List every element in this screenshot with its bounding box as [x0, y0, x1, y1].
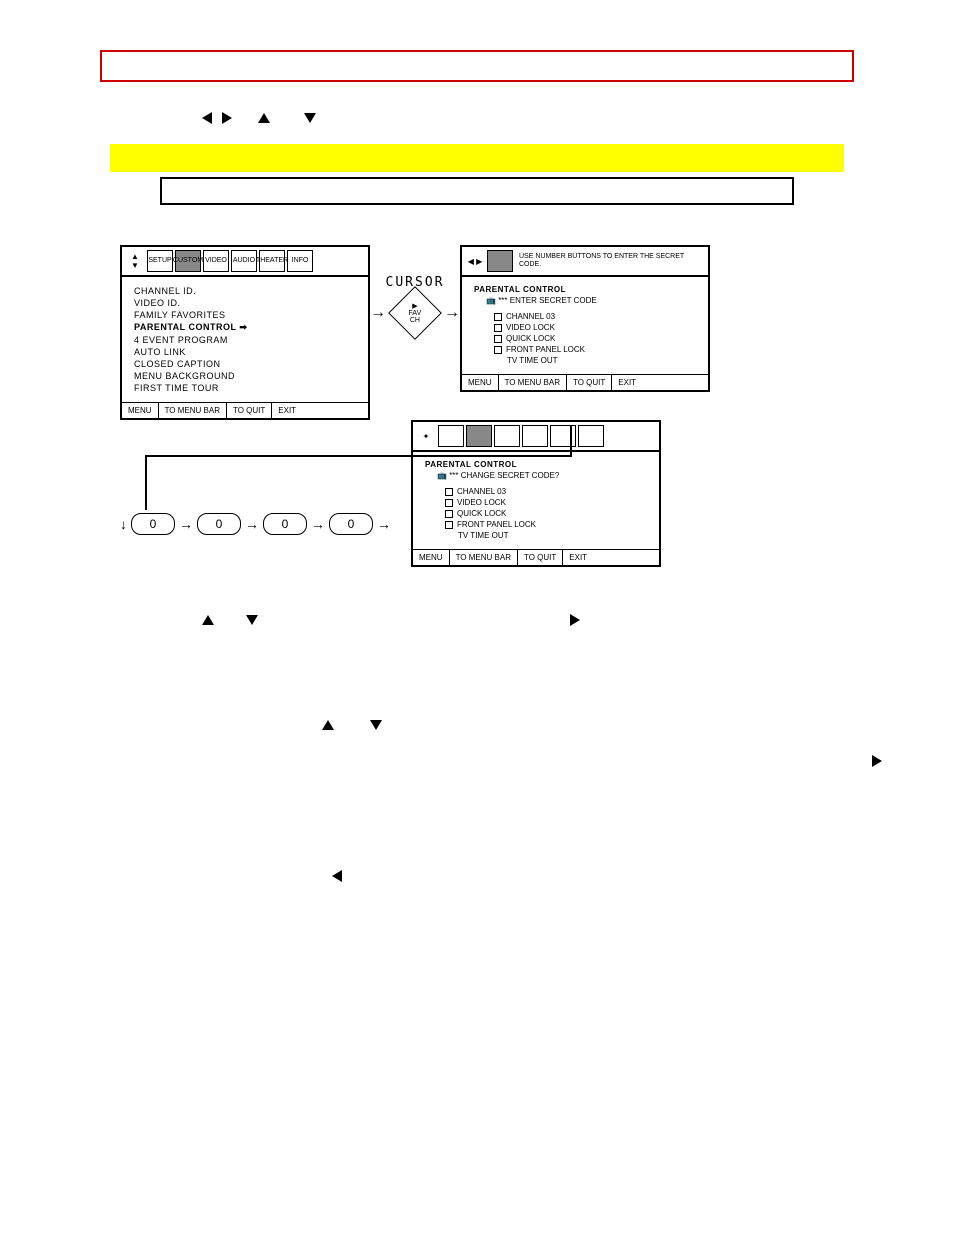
list-item: TV TIME OUT	[445, 530, 647, 541]
list-item: QUICK LOCK	[494, 333, 696, 344]
yellow-highlight-box	[110, 144, 844, 172]
list-item: VIDEO LOCK	[445, 497, 647, 508]
list-item: CHANNEL 03	[494, 311, 696, 322]
setup-tab-icon: SETUP	[147, 250, 173, 272]
footer-label: TO QUIT	[567, 375, 612, 390]
cursor-diamond-icon: ▶FAVCH	[388, 286, 442, 340]
arrow-right-icon: →	[311, 516, 325, 532]
black-outlined-box	[160, 177, 794, 205]
triangle-right-icon	[222, 112, 232, 124]
triangle-down-icon	[370, 720, 382, 730]
menu-item: VIDEO ID.	[134, 297, 356, 309]
diagram-row-1: ▲▼ SETUP CUSTOM VIDEO AUDIO THEATER INFO…	[120, 245, 834, 420]
triangle-left-icon	[202, 112, 212, 124]
icon-bar: ▲▼ SETUP CUSTOM VIDEO AUDIO THEATER INFO	[122, 247, 368, 277]
red-outlined-box	[100, 50, 854, 82]
triangle-up-icon	[322, 720, 334, 730]
footer-label: EXIT	[272, 403, 302, 418]
triangle-right-icon	[872, 755, 882, 767]
digit-pill: 0	[131, 513, 175, 535]
arrow-right-icon: →	[245, 516, 259, 532]
text-block	[200, 607, 854, 632]
list-item: CHANNEL 03	[445, 486, 647, 497]
triangle-down-icon	[246, 615, 258, 625]
menu-item: AUTO LINK	[134, 346, 356, 358]
list-item: FRONT PANEL LOCK	[494, 344, 696, 355]
footer-label: MENU	[413, 550, 450, 565]
tv-screen-enter-code: ◀ ▶ USE NUMBER BUTTONS TO ENTER THE SECR…	[460, 245, 710, 392]
triangle-left-icon	[332, 870, 342, 882]
screen-footer: MENU TO MENU BAR TO QUIT EXIT	[413, 549, 659, 565]
footer-label: EXIT	[563, 550, 593, 565]
screen-footer: MENU TO MENU BAR TO QUIT EXIT	[122, 402, 368, 418]
footer-label: TO QUIT	[227, 403, 272, 418]
footer-label: MENU	[122, 403, 159, 418]
digit-pill: 0	[263, 513, 307, 535]
screen-subtitle: 📺 *** ENTER SECRET CODE	[486, 296, 696, 305]
screen-title: PARENTAL CONTROL	[474, 285, 696, 294]
triangle-up-icon	[202, 615, 214, 625]
theater-tab-icon: THEATER	[259, 250, 285, 272]
cursor-indicator: CURSOR → ▶FAVCH →	[380, 275, 450, 332]
triangle-up-icon	[258, 113, 270, 123]
arrow-right-icon: →	[377, 516, 391, 532]
audio-tab-icon: AUDIO	[231, 250, 257, 272]
nav-arrows-icon: ◀ ▶	[465, 257, 485, 266]
footer-label: MENU	[462, 375, 499, 390]
menu-item: FAMILY FAVORITES	[134, 309, 356, 321]
icon-bar: ◀ ▶ USE NUMBER BUTTONS TO ENTER THE SECR…	[462, 247, 708, 277]
video-tab-icon: VIDEO	[203, 250, 229, 272]
text-block-2	[200, 712, 854, 772]
list-item: VIDEO LOCK	[494, 322, 696, 333]
footer-label: EXIT	[612, 375, 642, 390]
nav-arrows-icon: ▲▼	[125, 252, 145, 270]
menu-item: CLOSED CAPTION	[134, 358, 356, 370]
menu-item-selected: PARENTAL CONTROL ➡	[134, 321, 356, 334]
screen-body: PARENTAL CONTROL 📺 *** ENTER SECRET CODE…	[462, 277, 708, 374]
diagram-row-2: ↓ 0 → 0 → 0 → 0 → ✦ PARENTAL CONTROL 📺 *…	[120, 480, 834, 567]
footer-label: TO MENU BAR	[450, 550, 518, 565]
text-block-3	[200, 863, 854, 888]
arrow-right-icon: →	[179, 516, 193, 532]
digit-pill: 0	[329, 513, 373, 535]
instruction-line	[200, 112, 854, 124]
menu-item: 4 EVENT PROGRAM	[134, 334, 356, 346]
triangle-right-icon	[570, 614, 580, 626]
info-tab-icon: INFO	[287, 250, 313, 272]
diagram: ▲▼ SETUP CUSTOM VIDEO AUDIO THEATER INFO…	[120, 245, 834, 567]
digit-pill: 0	[197, 513, 241, 535]
footer-label: TO QUIT	[518, 550, 563, 565]
footer-label: TO MENU BAR	[499, 375, 567, 390]
list-item: QUICK LOCK	[445, 508, 647, 519]
custom-tab-icon	[487, 250, 513, 272]
triangle-down-icon	[304, 113, 316, 123]
menu-item: MENU BACKGROUND	[134, 370, 356, 382]
tv-screen-custom-menu: ▲▼ SETUP CUSTOM VIDEO AUDIO THEATER INFO…	[120, 245, 370, 420]
code-entry-chain: ↓ 0 → 0 → 0 → 0 →	[120, 513, 391, 535]
custom-tab-icon: CUSTOM	[175, 250, 201, 272]
options-list: CHANNEL 03 VIDEO LOCK QUICK LOCK FRONT P…	[494, 311, 696, 366]
hint-text: USE NUMBER BUTTONS TO ENTER THE SECRET C…	[515, 253, 705, 268]
footer-label: TO MENU BAR	[159, 403, 227, 418]
list-item: TV TIME OUT	[494, 355, 696, 366]
list-item: FRONT PANEL LOCK	[445, 519, 647, 530]
options-list: CHANNEL 03 VIDEO LOCK QUICK LOCK FRONT P…	[445, 486, 647, 541]
menu-item: FIRST TIME TOUR	[134, 382, 356, 394]
menu-item: CHANNEL ID.	[134, 285, 356, 297]
screen-footer: MENU TO MENU BAR TO QUIT EXIT	[462, 374, 708, 390]
menu-body: CHANNEL ID. VIDEO ID. FAMILY FAVORITES P…	[122, 277, 368, 402]
